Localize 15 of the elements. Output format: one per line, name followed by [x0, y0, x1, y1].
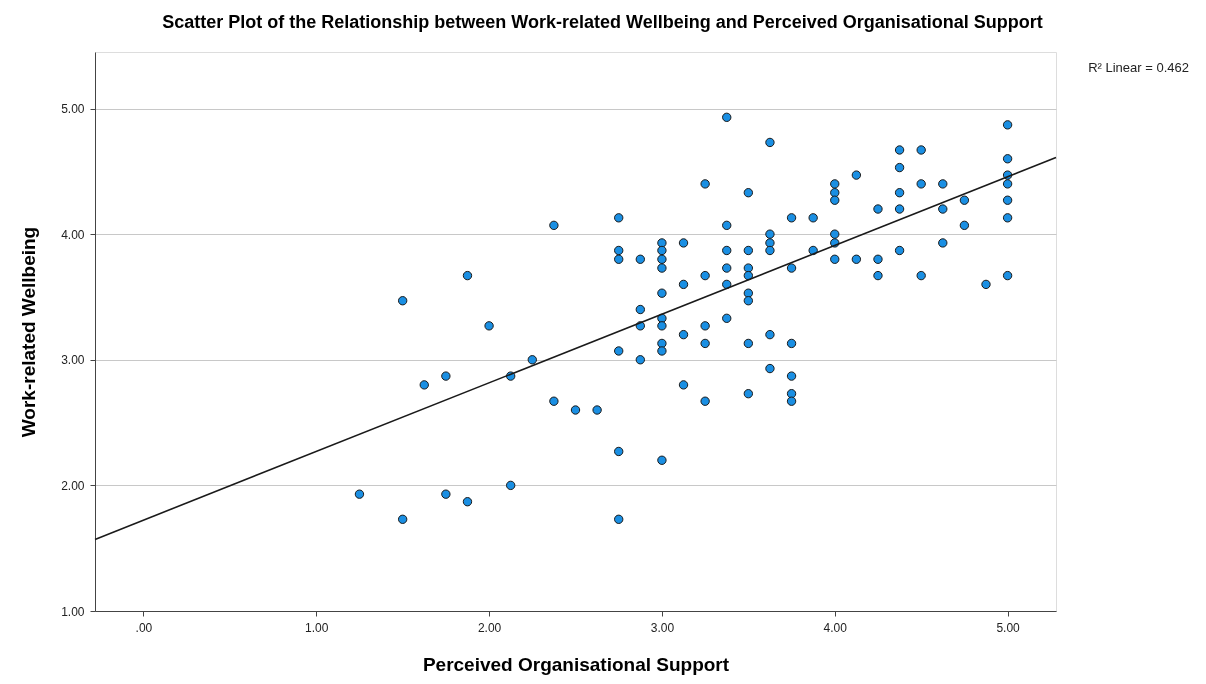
text: R² Linear = 0.462 [1088, 60, 1189, 75]
y-tick-label: 5.00 [61, 102, 85, 117]
chart-title: Scatter Plot of the Relationship between Work-related Wellbeing and Perceived Organisational Support [162, 12, 1043, 32]
y-tick-label: 3.00 [61, 353, 85, 368]
x-tick-label: 5.00 [996, 620, 1021, 635]
y-tick-label: 2.00 [61, 478, 85, 493]
x-tick-label: .00 [135, 620, 153, 635]
x-tick-label: 2.00 [477, 620, 502, 635]
x-axis-title: Perceived Organisational Support [422, 653, 730, 675]
y-tick-label: 4.00 [61, 227, 85, 242]
y-tick-label: 1.00 [61, 604, 85, 619]
x-tick-label: 4.00 [823, 620, 848, 635]
y-axis-title: Work-related Wellbeing [18, 226, 40, 438]
x-tick-label: 3.00 [650, 620, 675, 635]
x-tick-label: 1.00 [305, 620, 329, 635]
